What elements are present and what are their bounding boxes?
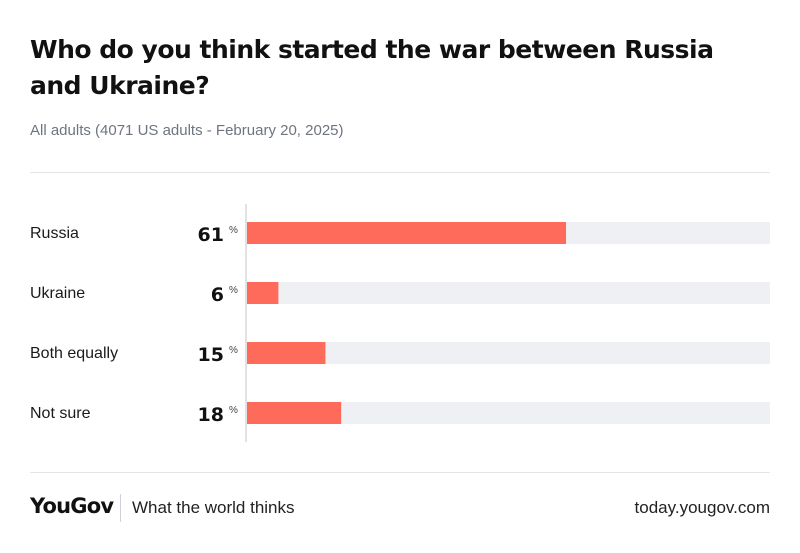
bottom-divider	[30, 472, 770, 473]
category-label: Both equally	[30, 345, 118, 362]
data-label: 18	[198, 404, 224, 426]
data-label: 15	[198, 344, 224, 366]
data-label: 6	[211, 284, 224, 306]
bar-track-not-sure	[247, 402, 770, 424]
top-divider	[30, 172, 770, 173]
data-label: 61	[198, 224, 224, 246]
unit-label: %	[229, 225, 238, 236]
chart-subtitle: All adults (4071 US adults - February 20…	[30, 122, 344, 139]
yougov-logo: YouGov	[30, 494, 114, 518]
bar-russia	[247, 222, 567, 244]
footer-url: today.yougov.com	[634, 498, 770, 517]
footer-tagline: What the world thinks	[132, 498, 295, 517]
category-label: Not sure	[30, 405, 91, 422]
category-label: Ukraine	[30, 285, 85, 302]
bar-not-sure	[247, 402, 342, 424]
bar-ukraine	[247, 282, 279, 304]
unit-label: %	[229, 345, 238, 356]
chart-title: Who do you think started the war between…	[30, 35, 714, 100]
category-label: Russia	[30, 225, 79, 242]
bar-both-equally	[247, 342, 326, 364]
bar-track-ukraine	[247, 282, 770, 304]
bar-track-both-equally	[247, 342, 770, 364]
unit-label: %	[229, 285, 238, 296]
unit-label: %	[229, 405, 238, 416]
footer-separator	[120, 494, 121, 522]
